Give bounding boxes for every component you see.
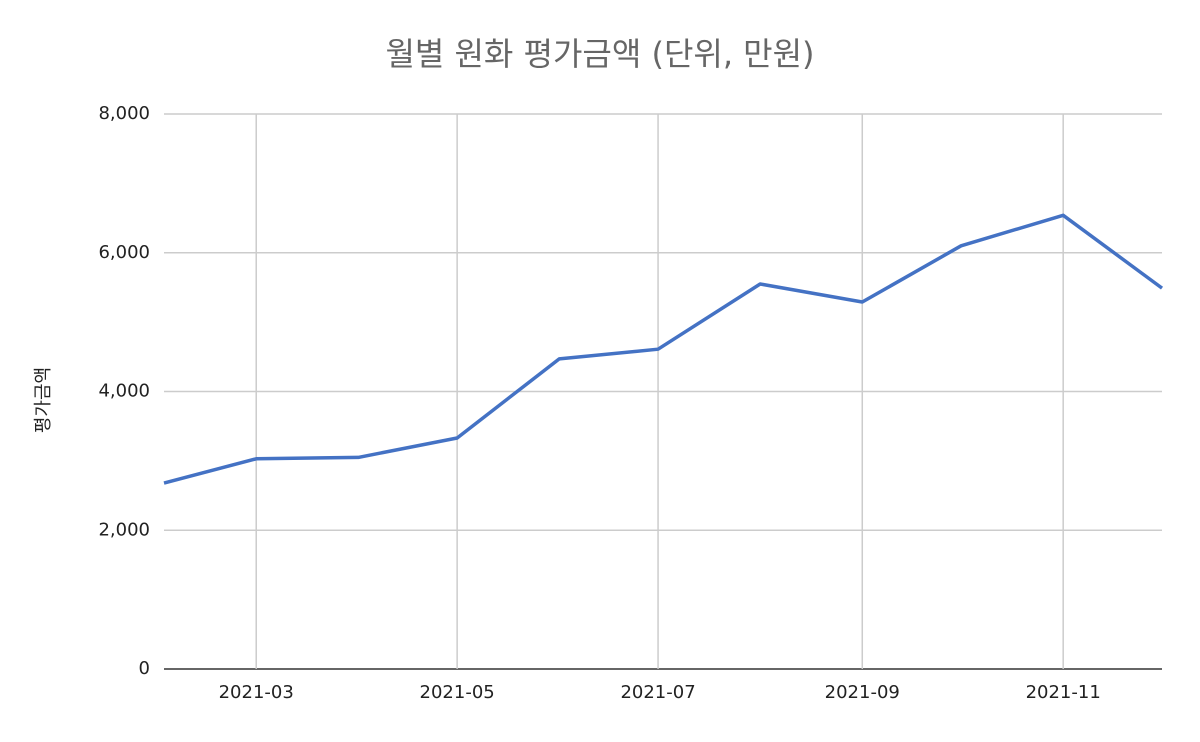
y-tick-label: 2,000 bbox=[98, 519, 150, 540]
line bbox=[163, 213, 1164, 485]
y-tick-label: 8,000 bbox=[98, 103, 150, 124]
y-tick-label: 4,000 bbox=[98, 381, 150, 402]
chart-title: 월별 원화 평가금액 (단위, 만원) bbox=[385, 35, 814, 73]
y-tick-label: 6,000 bbox=[98, 242, 150, 263]
x-tick-label: 2021-09 bbox=[825, 682, 900, 703]
x-tick-label: 2021-05 bbox=[420, 682, 495, 703]
x-tick-label: 2021-03 bbox=[219, 682, 294, 703]
y-axis-title: 평가금액 bbox=[33, 367, 54, 433]
y-tick-label: 0 bbox=[139, 658, 150, 679]
x-tick-label: 2021-11 bbox=[1026, 682, 1101, 703]
x-tick-label: 2021-07 bbox=[620, 682, 695, 703]
